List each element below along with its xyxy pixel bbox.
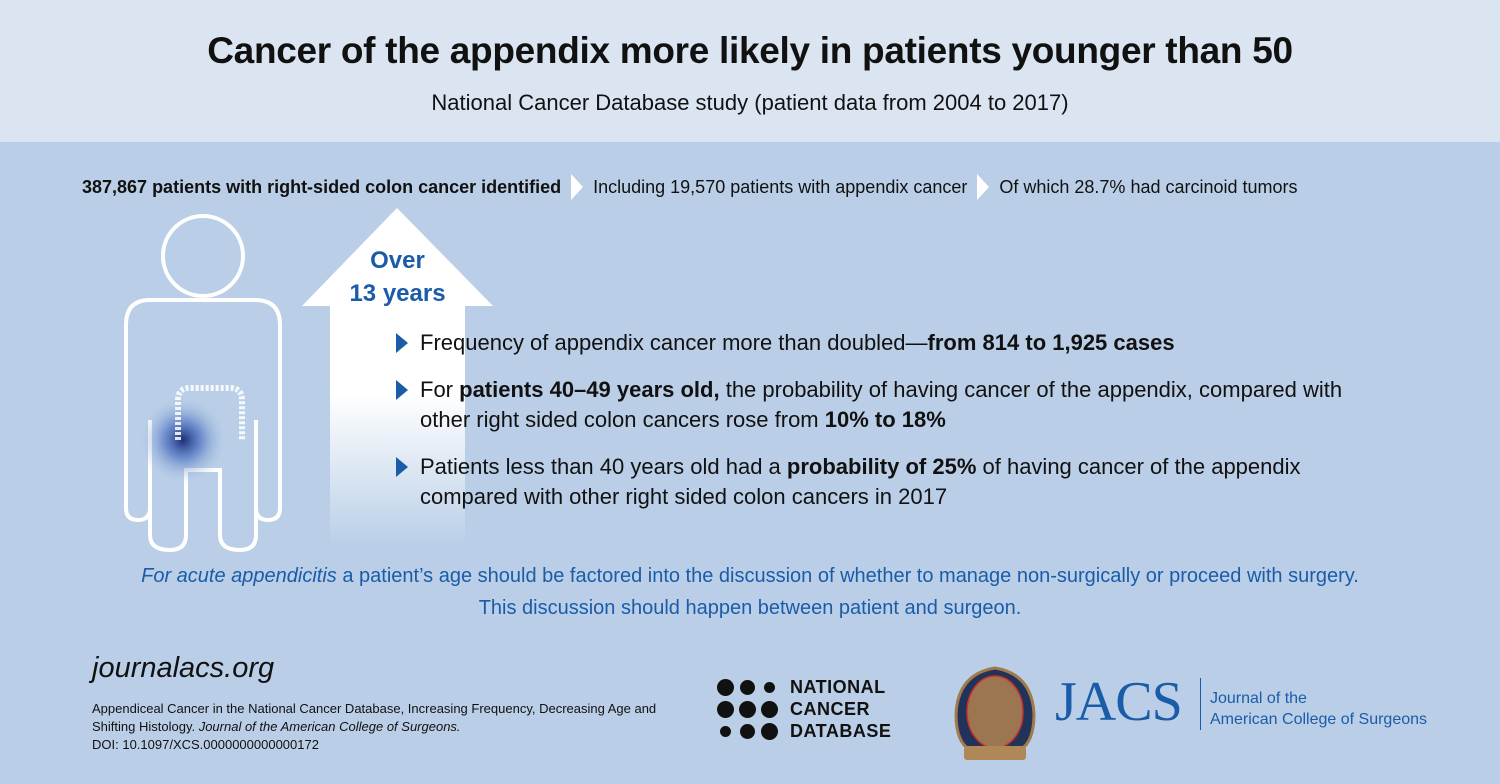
bullet-triangle-icon [396, 380, 408, 400]
up-arrow-shape [302, 208, 493, 545]
jacs-name: Journal of the American College of Surgeo… [1210, 688, 1427, 730]
divider [1200, 678, 1201, 730]
head-outline [161, 214, 245, 298]
finding-segment: of having cancer of the appendix compare… [420, 454, 1301, 509]
body-outline [124, 298, 282, 553]
ncdb-text: CANCER [790, 699, 871, 719]
citation-doi: DOI: 10.1097/XCS.0000000000000172 [92, 737, 319, 752]
citation: Appendiceal Cancer in the National Cance… [92, 700, 672, 754]
ncdb-text: DATABASE [790, 721, 892, 741]
chevron-right-icon [571, 174, 584, 200]
finding-text: For patients 40–49 years old, the probab… [420, 375, 1380, 435]
finding-segment: Patients less than 40 years old had a [420, 454, 787, 479]
patient-illustration [124, 208, 493, 553]
acs-seal-logo [954, 666, 1036, 760]
arrow-label-line1: Over [370, 247, 425, 274]
header-band [0, 0, 1500, 142]
finding-emphasis: 10% to 18% [824, 407, 946, 432]
finding-emphasis: from 814 to 1,925 cases [927, 330, 1175, 355]
conclusion-line-2: This discussion should happen between pa… [478, 597, 1022, 619]
citation-title: Appendiceal Cancer in the National Cance… [92, 701, 657, 734]
flow-step-3: Of which 28.7% had carcinoid tumors [999, 176, 1298, 197]
arrow-label-line2: 13 years [349, 280, 446, 307]
finding-emphasis: patients 40–49 years old, [459, 377, 720, 402]
finding-text: Patients less than 40 years old had a pr… [420, 452, 1380, 512]
journal-url[interactable]: journalacs.org [92, 652, 275, 684]
flow-step-2: Including 19,570 patients with appendix … [593, 176, 968, 197]
finding-2: For patients 40–49 years old, the probab… [396, 375, 1380, 435]
ncdb-text: NATIONAL [790, 677, 886, 697]
page-title: Cancer of the appendix more likely in pa… [207, 30, 1293, 71]
conclusion-rest: a patient’s age should be factored into … [336, 565, 1359, 587]
bullet-triangle-icon [396, 457, 408, 477]
jacs-logo: JACS [1055, 671, 1183, 733]
chevron-right-icon [977, 174, 990, 200]
finding-text: Frequency of appendix cancer more than d… [420, 328, 1380, 358]
finding-segment: the probability of having cancer of the … [420, 377, 1343, 432]
ncdb-logo: NATIONAL CANCER DATABASE [714, 676, 891, 742]
flow-step-1: 387,867 patients with right-sided colon … [82, 176, 562, 197]
patient-flow: 387,867 patients with right-sided colon … [82, 174, 1298, 200]
finding-1: Frequency of appendix cancer more than d… [396, 328, 1380, 358]
citation-journal: Journal of the American College of Surge… [198, 719, 461, 734]
arrow-label: Over 13 years [330, 244, 465, 310]
jacs-name-line2: American College of Surgeons [1210, 711, 1428, 728]
ncdb-dots-icon [714, 676, 780, 742]
conclusion-italic: For acute appendicitis [141, 565, 337, 587]
conclusion-line-1: For acute appendicitis a patient’s age s… [0, 565, 1500, 588]
finding-segment: Frequency of appendix cancer more than d… [420, 330, 928, 355]
jacs-name-line1: Journal of the [1210, 690, 1307, 707]
bullet-triangle-icon [396, 333, 408, 353]
finding-segment: For [420, 377, 460, 402]
finding-3: Patients less than 40 years old had a pr… [396, 452, 1380, 512]
page-subtitle: National Cancer Database study (patient … [431, 90, 1069, 115]
tumor-highlight [138, 395, 228, 485]
finding-emphasis: probability of 25% [786, 454, 977, 479]
